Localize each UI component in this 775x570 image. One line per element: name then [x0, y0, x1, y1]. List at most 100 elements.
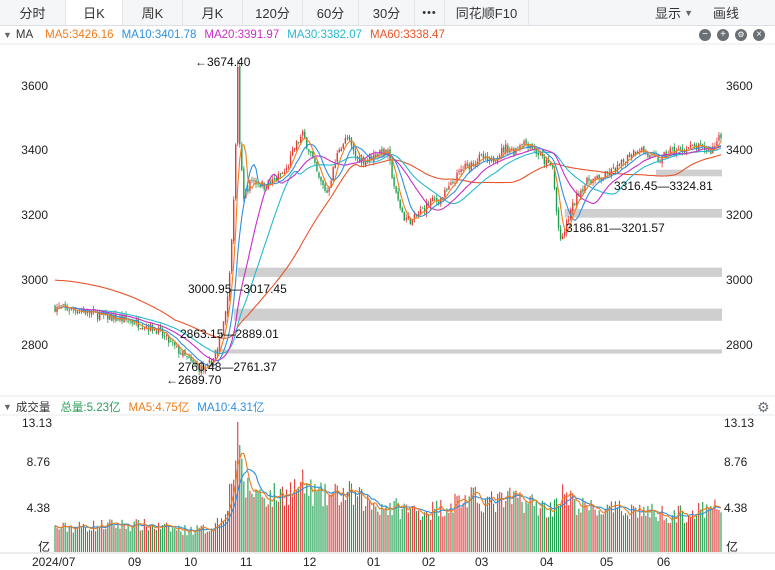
candle-body	[395, 185, 397, 193]
candle-body	[539, 153, 541, 155]
volume-bar	[622, 515, 625, 552]
zoom-out-icon[interactable]: −	[699, 29, 711, 41]
candle-body	[598, 174, 600, 179]
volume-bar	[298, 488, 300, 552]
candle-body	[74, 309, 77, 311]
candle-body	[310, 150, 312, 153]
candle-body	[452, 181, 454, 184]
tab-daily-k[interactable]: 日K	[66, 0, 123, 25]
settings-circle-icon[interactable]: ⚙	[735, 29, 747, 41]
indicator-name[interactable]: MA	[15, 29, 34, 41]
volume-bar	[555, 498, 558, 552]
candle-body	[350, 138, 353, 146]
more-periods-button[interactable]: •••	[415, 0, 445, 25]
volume-bar	[326, 505, 328, 552]
candle-body	[330, 180, 332, 188]
volume-bar	[598, 510, 600, 552]
chevron-down-icon[interactable]: ▼	[3, 30, 12, 40]
volume-settings-gear-icon[interactable]: ⚙	[757, 399, 770, 415]
candle-body	[117, 319, 119, 321]
candle-body	[314, 158, 316, 163]
candle-body	[525, 139, 527, 144]
volume-bar	[91, 530, 93, 552]
volume-bar	[233, 479, 235, 552]
candle-body	[64, 303, 66, 307]
volume-bar	[97, 525, 99, 552]
candle-body	[358, 156, 361, 163]
candle-body	[170, 341, 172, 342]
volume-bar	[635, 507, 637, 552]
volume-bar	[712, 508, 714, 552]
volume-bar	[718, 509, 720, 552]
chevron-down-icon[interactable]: ▼	[3, 402, 12, 412]
volume-bar	[151, 525, 154, 552]
volume-bar	[180, 531, 182, 552]
close-icon[interactable]: ×	[753, 29, 765, 41]
volume-bar	[448, 512, 450, 552]
candle-body	[480, 153, 483, 155]
tab-weekly-k[interactable]: 周K	[123, 0, 183, 25]
legend-ma30: MA30:3382.07	[287, 29, 363, 41]
candle-body	[155, 330, 158, 334]
candle-body	[216, 349, 219, 355]
annotation-low-value: 2689.70	[178, 373, 222, 387]
volume-bar	[501, 492, 503, 552]
volume-bar	[415, 511, 417, 552]
volume-bar	[450, 503, 452, 552]
candle-body	[409, 217, 412, 225]
volume-bar	[257, 490, 259, 552]
volume-bar	[557, 506, 560, 552]
volume-bar	[440, 500, 442, 552]
display-dropdown[interactable]: 显示 ▼	[647, 0, 701, 25]
candle-body	[695, 145, 698, 150]
annotation-gap-3000: 3000.95—3017.45	[188, 282, 287, 296]
tab-30min[interactable]: 30分	[359, 0, 415, 25]
candle-body	[340, 148, 343, 152]
candle-body	[320, 176, 322, 182]
tab-monthly-k[interactable]: 月K	[183, 0, 243, 25]
candle-body	[537, 152, 539, 156]
price-tick-3000-left: 3000	[21, 273, 48, 287]
volume-bar	[178, 525, 180, 552]
x-tick-03: 03	[475, 555, 489, 569]
volume-bar	[566, 492, 568, 552]
tab-120min[interactable]: 120分	[243, 0, 303, 25]
candle-body	[614, 167, 617, 173]
volume-bar	[267, 504, 269, 552]
candle-body	[417, 213, 420, 216]
x-tick-2024-07: 2024/07	[32, 555, 76, 569]
tab-f10[interactable]: 同花顺F10	[445, 0, 529, 25]
price-tick-3400-right: 3400	[726, 143, 753, 157]
candle-body	[580, 190, 582, 198]
volume-bar	[675, 522, 677, 552]
volume-bar	[649, 517, 651, 552]
volume-bar	[304, 493, 306, 552]
volume-bar	[227, 510, 229, 552]
draw-line-button[interactable]: 画线	[712, 6, 739, 21]
candle-body	[332, 167, 334, 181]
candle-body	[230, 239, 233, 272]
volume-bar	[482, 512, 484, 552]
candle-body	[431, 197, 434, 202]
zoom-in-icon[interactable]: +	[717, 29, 729, 41]
candle-body	[584, 185, 586, 193]
volume-bar	[438, 516, 440, 552]
candle-body	[316, 161, 318, 172]
volume-bar	[271, 506, 273, 552]
candle-body	[218, 337, 221, 350]
volume-bar	[716, 509, 718, 552]
volume-bar	[486, 496, 489, 552]
candle-body	[289, 155, 292, 167]
volume-bar	[344, 499, 346, 552]
volume-bar	[334, 483, 336, 552]
candle-body	[348, 136, 351, 140]
volume-bar	[462, 503, 464, 552]
candle-body	[683, 152, 686, 154]
tab-60min[interactable]: 60分	[303, 0, 359, 25]
volume-bar	[616, 507, 618, 552]
tab-intraday[interactable]: 分时	[0, 0, 66, 25]
candle-body	[643, 146, 645, 153]
gap-band	[656, 169, 722, 177]
volume-indicator-name[interactable]: 成交量	[15, 402, 51, 414]
